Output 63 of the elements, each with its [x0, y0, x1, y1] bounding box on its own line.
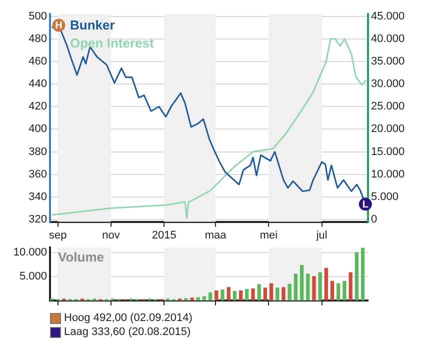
bar: [208, 292, 212, 300]
y2-tick-label: 45.000: [371, 10, 405, 22]
y-tick-label: 400: [28, 123, 47, 136]
y2-tick-label: 35.000: [371, 55, 405, 68]
y-tick-label: 380: [28, 146, 47, 158]
bar: [276, 288, 280, 300]
bar: [306, 274, 310, 300]
bar: [348, 272, 352, 300]
annotation: L: [362, 199, 368, 210]
y2-tick-label: 0: [371, 214, 378, 226]
bar: [238, 290, 243, 300]
bar: [360, 248, 365, 300]
bar: [336, 283, 340, 300]
series-label: Bunker: [70, 18, 115, 33]
y-tick-label: 420: [28, 100, 47, 113]
bar: [263, 288, 268, 300]
y-tick-label: 10.000: [13, 246, 47, 258]
y2-tick-label: 10.000: [371, 168, 405, 180]
bar: [354, 252, 359, 300]
y2-tick-label: 20.000: [371, 123, 405, 136]
y-tick-label: 340: [28, 190, 47, 203]
y-tick-label: 500: [28, 10, 47, 22]
bar: [220, 290, 224, 300]
text: Laag 333,60 (20.08.2015): [64, 326, 191, 338]
bar: [269, 283, 274, 300]
x-tick-label: 2015: [152, 229, 176, 242]
bar: [245, 289, 249, 300]
bar: [226, 287, 230, 300]
bar: [294, 274, 298, 300]
y-tick-label: 360: [28, 168, 47, 180]
bar: [312, 276, 316, 300]
y-tick-label: 460: [28, 55, 47, 68]
bar: [190, 298, 194, 300]
bar: [232, 290, 237, 300]
x-tick-label: maa: [204, 229, 228, 242]
bar: [257, 284, 261, 300]
bar: [342, 280, 346, 300]
bar: [202, 296, 206, 300]
chart-title: Volume: [58, 250, 104, 265]
bar: [330, 280, 334, 300]
y-tick-label: 5.000: [19, 270, 47, 282]
x-tick-label: mei: [260, 229, 278, 242]
y2-tick-label: 25.000: [371, 100, 405, 113]
bar: [288, 284, 292, 300]
x-tick-label: sep: [48, 229, 67, 242]
y-tick-label: 320: [28, 214, 47, 226]
bar: [300, 265, 304, 300]
bar: [282, 287, 286, 300]
y-tick-label: 480: [28, 32, 47, 45]
text: Hoog 492,00 (02.09.2014): [64, 312, 192, 324]
y-tick-label: 440: [28, 78, 47, 90]
x-tick-label: jul: [315, 229, 328, 242]
y2-tick-label: 40.000: [371, 32, 405, 45]
bar: [324, 268, 328, 300]
bar: [251, 288, 255, 300]
y2-tick-label: 30.000: [371, 78, 405, 90]
bar: [214, 290, 218, 300]
bar: [318, 272, 322, 300]
x-tick-label: nov: [102, 229, 120, 242]
annotation: H: [55, 20, 62, 32]
y2-tick-label: 15.000: [371, 146, 405, 158]
text: Open Interest: [70, 36, 154, 51]
y2-tick-label: 5.000: [371, 190, 399, 203]
